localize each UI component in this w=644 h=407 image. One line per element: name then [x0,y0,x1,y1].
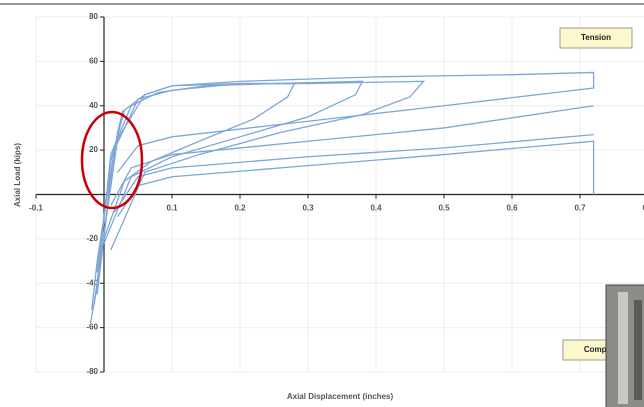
x-tick-label: 0.7 [574,204,586,213]
compression-label: Compre [584,345,615,354]
photo-detail [618,292,628,404]
y-tick-label: 20 [89,145,98,154]
x-tick-label: 0.3 [302,204,314,213]
tension-label-box [559,27,633,49]
data-line [113,133,594,213]
y-axis-label: Axial Load (kips) [13,143,22,207]
data-line [96,80,426,295]
y-tick-label: 60 [89,56,98,65]
highlight-circle [80,110,144,210]
x-tick-label: 0.2 [234,204,246,213]
x-tick-label: 0.5 [438,204,450,213]
y-tick-label: -80 [86,367,98,376]
data-line [110,105,594,206]
x-tick-label: 0.6 [506,204,518,213]
x-tick-label: 0.8 [642,204,644,213]
y-tick-label: -40 [86,278,98,287]
x-tick-label: 0.4 [370,204,382,213]
y-tick-label: 80 [89,12,98,21]
y-tick-label: 40 [89,101,98,110]
x-axis-label: Axial Displacement (inches) [287,392,394,401]
x-tick-label: -0.1 [29,204,43,213]
photo-detail [634,300,642,400]
y-tick-label: -60 [86,323,98,332]
data-line [93,71,595,306]
tension-label: Tension [581,33,611,42]
x-tick-label: 0.1 [166,204,178,213]
data-line [96,80,364,284]
y-tick-label: -20 [86,234,98,243]
